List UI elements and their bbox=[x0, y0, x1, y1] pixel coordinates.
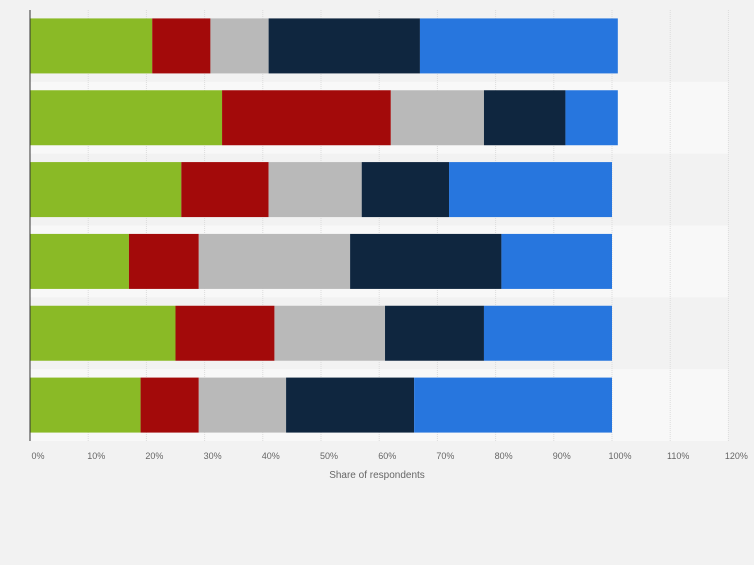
bar-segment[interactable] bbox=[210, 18, 269, 74]
bar-segment[interactable] bbox=[385, 305, 484, 361]
bar-segment[interactable] bbox=[140, 377, 199, 433]
x-tick-labels: 0% 10% 20% 30% 40% 50% 60% 70% 80% 90% 100% 110% 120… bbox=[31, 451, 747, 461]
x-tick-label: 50% bbox=[320, 451, 338, 461]
x-tick-label: 100% bbox=[608, 451, 631, 461]
x-tick-label: 110% bbox=[667, 451, 689, 461]
x-tick-label: 30% bbox=[204, 451, 222, 461]
x-tick-label: 120% bbox=[725, 451, 748, 461]
bar-segment[interactable] bbox=[361, 162, 450, 218]
bar-segment[interactable] bbox=[30, 162, 182, 218]
bar-segment[interactable] bbox=[198, 377, 287, 433]
bar-segment[interactable] bbox=[483, 305, 612, 361]
x-tick-label: 60% bbox=[378, 451, 396, 461]
x-tick-label: 80% bbox=[495, 451, 513, 461]
bar-segment[interactable] bbox=[268, 162, 362, 218]
x-tick-label: 0% bbox=[31, 451, 44, 461]
bar-segment[interactable] bbox=[30, 233, 129, 289]
bar-segment[interactable] bbox=[128, 233, 199, 289]
x-tick-label: 20% bbox=[145, 451, 163, 461]
bar-segment[interactable] bbox=[152, 18, 211, 74]
bar-segment[interactable] bbox=[274, 305, 386, 361]
bar-segment[interactable] bbox=[181, 162, 269, 218]
bar-segment[interactable] bbox=[449, 162, 612, 218]
bar-segment[interactable] bbox=[30, 18, 153, 74]
x-tick-label: 40% bbox=[262, 451, 280, 461]
x-tick-label: 70% bbox=[436, 451, 454, 461]
bar-segment[interactable] bbox=[268, 18, 420, 74]
bar-segment[interactable] bbox=[30, 377, 141, 433]
x-tick-label: 10% bbox=[87, 451, 105, 461]
bar-segment[interactable] bbox=[30, 90, 223, 146]
bar-segment[interactable] bbox=[501, 233, 612, 289]
bar-segment[interactable] bbox=[198, 233, 351, 289]
bar-segment[interactable] bbox=[350, 233, 502, 289]
bar-segment[interactable] bbox=[222, 90, 391, 146]
bar-segment[interactable] bbox=[483, 90, 566, 146]
x-tick-label: 90% bbox=[553, 451, 571, 461]
bar-segment[interactable] bbox=[565, 90, 618, 146]
bars bbox=[30, 18, 618, 433]
bar-segment[interactable] bbox=[414, 377, 612, 433]
bar-segment[interactable] bbox=[390, 90, 484, 146]
bar-segment[interactable] bbox=[175, 305, 275, 361]
bar-segment[interactable] bbox=[419, 18, 618, 74]
bar-segment[interactable] bbox=[30, 305, 176, 361]
bar-segment[interactable] bbox=[286, 377, 415, 433]
x-axis-title: Share of respondents bbox=[329, 470, 425, 481]
